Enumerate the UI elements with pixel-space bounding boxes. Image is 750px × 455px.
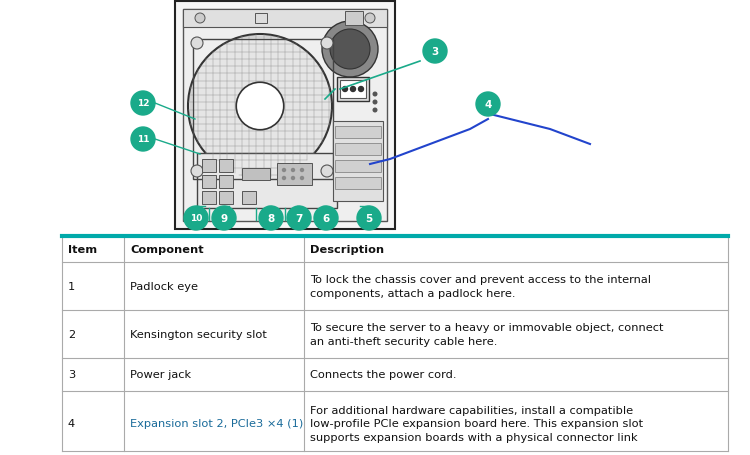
Circle shape bbox=[321, 38, 333, 50]
Text: low-profile PCIe expansion board here. This expansion slot: low-profile PCIe expansion board here. T… bbox=[310, 419, 643, 429]
Circle shape bbox=[358, 87, 364, 92]
Text: an anti-theft security cable here.: an anti-theft security cable here. bbox=[310, 336, 497, 346]
Text: 2: 2 bbox=[68, 329, 75, 339]
Text: Item: Item bbox=[68, 244, 98, 254]
Text: To lock the chassis cover and prevent access to the internal: To lock the chassis cover and prevent ac… bbox=[310, 275, 651, 285]
Text: 8: 8 bbox=[267, 213, 274, 223]
Text: Description: Description bbox=[310, 244, 384, 254]
Circle shape bbox=[131, 128, 155, 152]
Circle shape bbox=[374, 101, 376, 105]
Circle shape bbox=[283, 169, 286, 172]
Text: For additional hardware capabilities, install a compatible: For additional hardware capabilities, in… bbox=[310, 405, 633, 415]
Bar bbox=[333, 122, 383, 202]
Circle shape bbox=[343, 87, 347, 92]
Bar bbox=[183, 10, 387, 28]
Circle shape bbox=[195, 14, 205, 24]
Circle shape bbox=[184, 207, 208, 231]
Circle shape bbox=[259, 207, 283, 231]
Text: 12: 12 bbox=[136, 99, 149, 108]
Text: 6: 6 bbox=[322, 213, 330, 223]
Bar bbox=[175, 2, 395, 229]
Bar bbox=[242, 192, 256, 205]
Bar bbox=[202, 160, 216, 172]
Bar bbox=[219, 160, 233, 172]
Text: 4: 4 bbox=[484, 100, 492, 110]
Text: Kensington security slot: Kensington security slot bbox=[130, 329, 267, 339]
Circle shape bbox=[357, 207, 381, 231]
Circle shape bbox=[365, 14, 375, 24]
Circle shape bbox=[191, 38, 203, 50]
Circle shape bbox=[188, 35, 332, 179]
Circle shape bbox=[212, 207, 236, 231]
Circle shape bbox=[131, 92, 155, 116]
Bar bbox=[335, 144, 381, 156]
Text: Padlock eye: Padlock eye bbox=[130, 281, 198, 291]
Text: 9: 9 bbox=[220, 213, 227, 223]
Bar bbox=[255, 14, 267, 24]
Bar bbox=[197, 154, 337, 208]
Bar bbox=[337, 78, 369, 102]
Text: supports expansion boards with a physical connector link: supports expansion boards with a physica… bbox=[310, 432, 638, 442]
Circle shape bbox=[423, 40, 447, 64]
Text: 3: 3 bbox=[431, 47, 439, 57]
Text: 10: 10 bbox=[190, 214, 202, 223]
Circle shape bbox=[476, 93, 500, 117]
Text: 4: 4 bbox=[68, 419, 75, 429]
Circle shape bbox=[292, 177, 295, 180]
Bar bbox=[335, 127, 381, 139]
Bar bbox=[202, 176, 216, 188]
Circle shape bbox=[350, 87, 355, 92]
Circle shape bbox=[322, 22, 378, 78]
Circle shape bbox=[292, 169, 295, 172]
Text: components, attach a padlock here.: components, attach a padlock here. bbox=[310, 288, 515, 298]
Bar bbox=[193, 40, 333, 180]
Bar bbox=[340, 81, 366, 99]
Text: Component: Component bbox=[130, 244, 203, 254]
Bar bbox=[345, 12, 363, 26]
Bar bbox=[219, 192, 233, 205]
Circle shape bbox=[301, 169, 304, 172]
Text: 7: 7 bbox=[296, 213, 303, 223]
Circle shape bbox=[374, 93, 376, 96]
Circle shape bbox=[374, 109, 376, 112]
Bar bbox=[202, 192, 216, 205]
Circle shape bbox=[314, 207, 338, 231]
Circle shape bbox=[321, 166, 333, 177]
Text: 1: 1 bbox=[68, 281, 75, 291]
Circle shape bbox=[236, 83, 284, 131]
Circle shape bbox=[330, 30, 370, 70]
Text: Expansion slot 2, PCIe3 ×4 (1): Expansion slot 2, PCIe3 ×4 (1) bbox=[130, 419, 303, 429]
Bar bbox=[242, 169, 270, 181]
Bar bbox=[335, 177, 381, 190]
Bar bbox=[277, 164, 312, 186]
Circle shape bbox=[191, 166, 203, 177]
Text: To secure the server to a heavy or immovable object, connect: To secure the server to a heavy or immov… bbox=[310, 323, 664, 333]
Bar bbox=[183, 10, 387, 222]
Bar bbox=[219, 176, 233, 188]
Circle shape bbox=[283, 177, 286, 180]
Text: Connects the power cord.: Connects the power cord. bbox=[310, 369, 457, 379]
Circle shape bbox=[287, 207, 311, 231]
Text: 11: 11 bbox=[136, 135, 149, 144]
Text: 5: 5 bbox=[365, 213, 373, 223]
Text: 3: 3 bbox=[68, 369, 75, 379]
Circle shape bbox=[301, 177, 304, 180]
Bar bbox=[335, 161, 381, 172]
Text: Power jack: Power jack bbox=[130, 369, 191, 379]
